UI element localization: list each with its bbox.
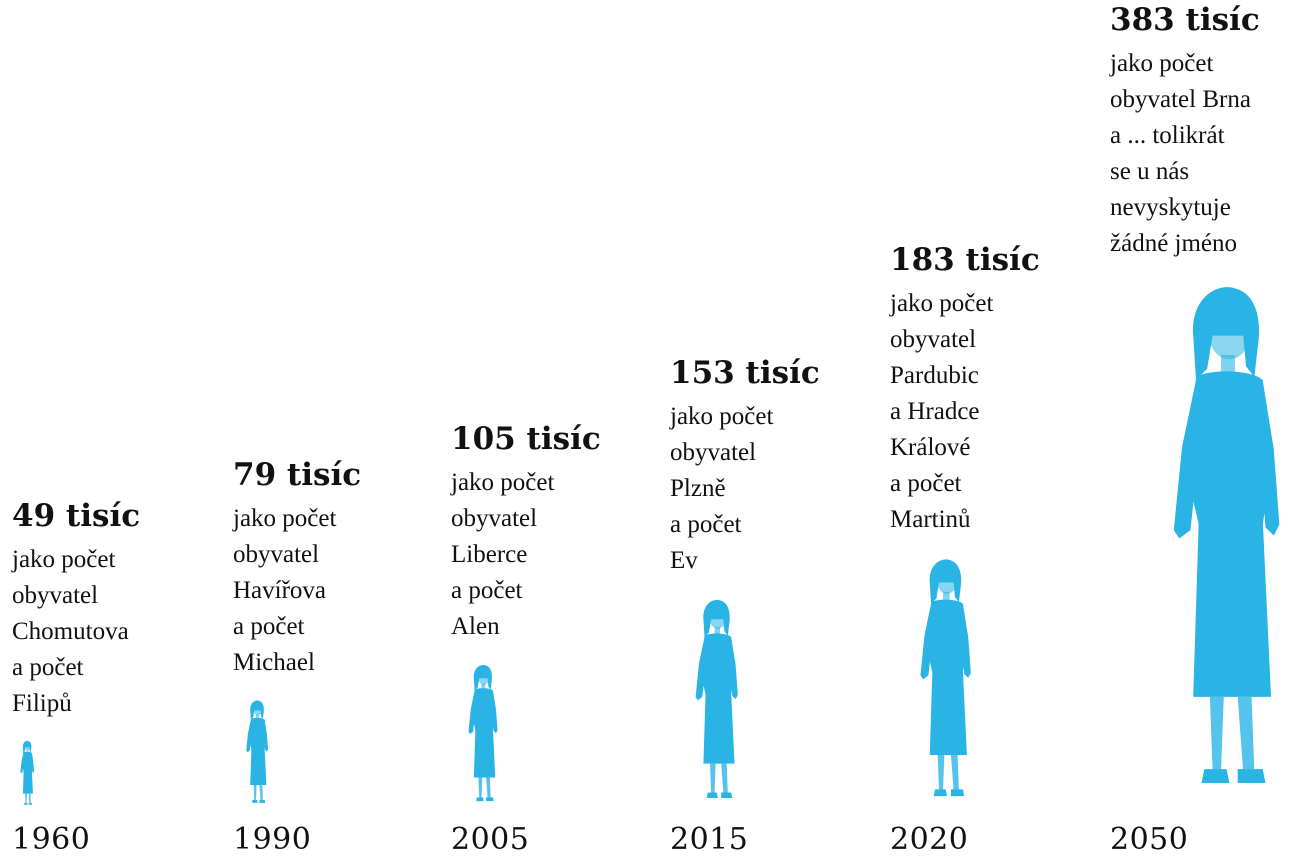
tick-label-1990: 1990: [233, 822, 312, 857]
bar-figure-2020: [890, 556, 996, 808]
bar-column-2005: jako počet obyvatel Liberce a počet Alen 105 …: [451, 0, 641, 868]
annotation-1960: jako počet obyvatel Chomutova a počet Filipů: [12, 542, 129, 722]
annotation-line: Filipů: [12, 690, 72, 717]
annotation-line: Martinů: [890, 506, 971, 533]
annotation-line: se u nás: [1110, 158, 1190, 185]
annotation-2015: jako počet obyvatel Plzně a počet Ev: [670, 399, 773, 579]
bar-figure-1960: [12, 740, 41, 808]
annotation-line: nevyskytuje: [1110, 194, 1231, 221]
annotation-line: obyvatel Brna: [1110, 86, 1251, 113]
annotation-line: obyvatel: [12, 582, 99, 609]
annotation-line: a počet: [12, 654, 84, 681]
annotation-2020: jako počet obyvatel Pardubic a Hradce Králov…: [890, 286, 993, 538]
annotation-line: Králové: [890, 434, 971, 461]
annotation-line: žádné jméno: [1110, 230, 1238, 257]
annotation-2005: jako počet obyvatel Liberce a počet Alen: [451, 465, 554, 645]
annotation-line: Alen: [451, 613, 500, 640]
annotation-line: obyvatel: [451, 505, 538, 532]
annotation-line: jako počet: [233, 505, 337, 532]
data-label-1960: 49 tisíc: [12, 498, 141, 534]
annotation-2050: jako počet obyvatel Brna a ... tolikrát se …: [1110, 46, 1251, 262]
annotation-line: jako počet: [12, 546, 116, 573]
bar-column-2015: jako počet obyvatel Plzně a počet Ev 153 tisí…: [670, 0, 860, 868]
bar-figure-1990: [233, 699, 279, 808]
tick-label-2005: 2005: [451, 822, 530, 857]
tick-label-2050: 2050: [1110, 822, 1189, 857]
annotation-line: Chomutova: [12, 618, 129, 645]
annotation-line: Liberce: [451, 541, 528, 568]
data-label-2020: 183 tisíc: [890, 242, 1040, 278]
annotation-line: a ... tolikrát: [1110, 122, 1225, 149]
annotation-line: Michael: [233, 649, 315, 676]
annotation-line: a počet: [233, 613, 305, 640]
data-label-2005: 105 tisíc: [451, 421, 601, 457]
data-label-2050: 383 tisíc: [1110, 2, 1260, 38]
annotation-line: jako počet: [1110, 50, 1214, 77]
annotation-line: Plzně: [670, 475, 726, 502]
tick-label-2015: 2015: [670, 822, 749, 857]
annotation-line: jako počet: [451, 469, 555, 496]
bar-figure-2015: [670, 597, 759, 808]
annotation-line: a počet: [890, 470, 962, 497]
bar-figure-2005: [451, 663, 512, 808]
annotation-line: Pardubic: [890, 362, 979, 389]
annotation-line: obyvatel: [670, 439, 757, 466]
annotation-line: jako počet: [890, 290, 994, 317]
annotation-line: jako počet: [670, 403, 774, 430]
data-label-1990: 79 tisíc: [233, 457, 362, 493]
annotation-line: Ev: [670, 547, 698, 574]
annotation-line: obyvatel: [233, 541, 320, 568]
annotation-line: a Hradce: [890, 398, 980, 425]
bar-column-1990: jako počet obyvatel Havířova a počet Michael…: [233, 0, 423, 868]
annotation-line: a počet: [670, 511, 742, 538]
tick-label-1960: 1960: [12, 822, 91, 857]
bar-figure-2050: [1110, 280, 1293, 808]
data-label-2015: 153 tisíc: [670, 355, 820, 391]
tick-label-2020: 2020: [890, 822, 969, 857]
bar-column-2050: jako počet obyvatel Brna a ... tolikrát se …: [1110, 0, 1293, 868]
bar-column-2020: jako počet obyvatel Pardubic a Hradce Králov…: [890, 0, 1080, 868]
annotation-1990: jako počet obyvatel Havířova a počet Michael: [233, 501, 336, 681]
annotation-line: obyvatel: [890, 326, 977, 353]
annotation-line: Havířova: [233, 577, 327, 604]
bar-column-1960: jako počet obyvatel Chomutova a počet Filipů…: [12, 0, 202, 868]
annotation-line: a počet: [451, 577, 523, 604]
